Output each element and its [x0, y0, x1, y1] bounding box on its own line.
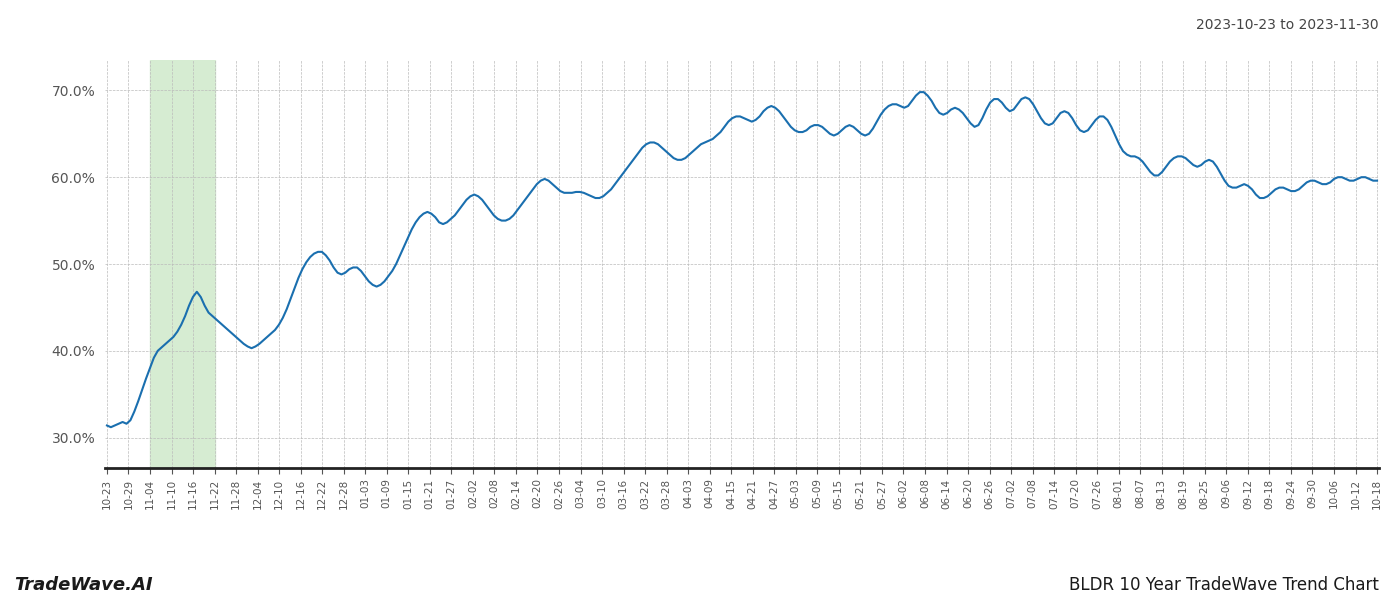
Text: BLDR 10 Year TradeWave Trend Chart: BLDR 10 Year TradeWave Trend Chart: [1070, 576, 1379, 594]
Text: 2023-10-23 to 2023-11-30: 2023-10-23 to 2023-11-30: [1197, 18, 1379, 32]
Text: TradeWave.AI: TradeWave.AI: [14, 576, 153, 594]
Bar: [150, 60, 214, 468]
